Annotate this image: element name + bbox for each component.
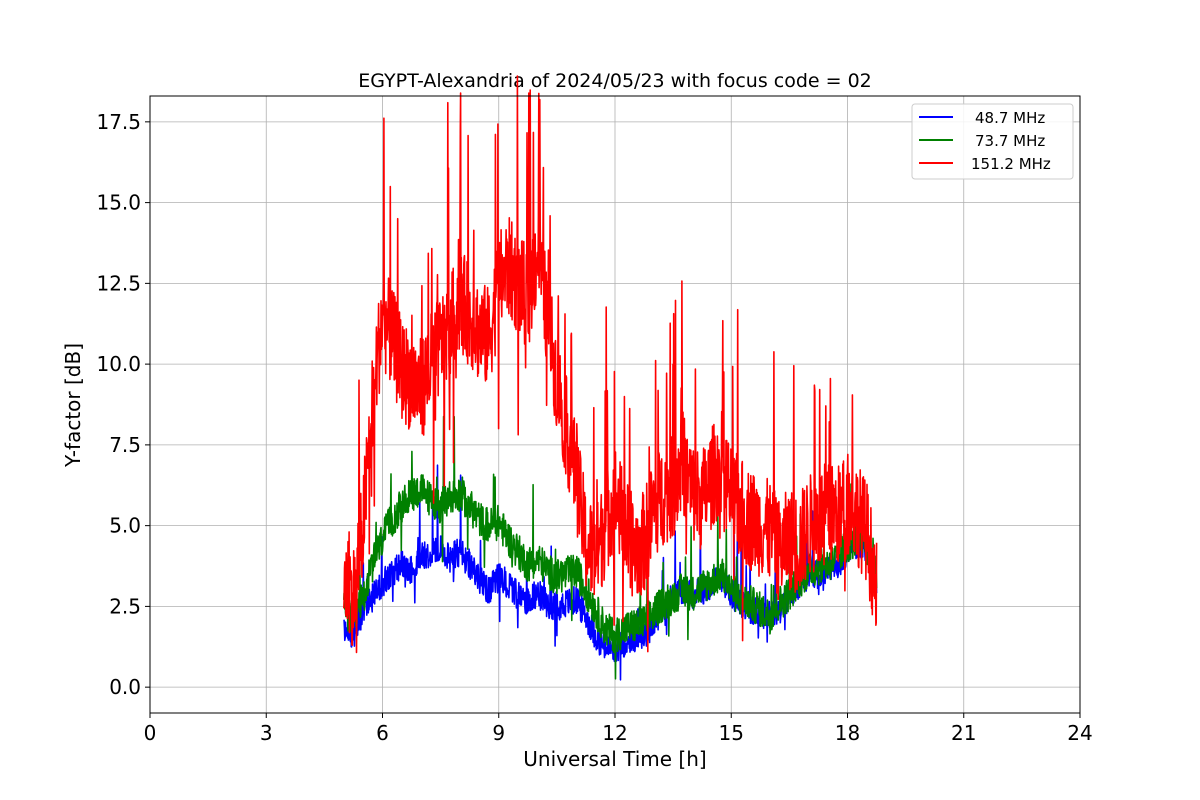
legend-box	[911, 103, 1074, 180]
legend-label-48-7: 48.7 MHz	[975, 109, 1045, 127]
series-line-151-2-mhz	[343, 75, 878, 654]
legend-label-73-7: 73.7 MHz	[975, 132, 1045, 150]
y-tick-label: 0.0	[109, 675, 141, 699]
x-tick-label: 12	[602, 721, 627, 745]
y-tick-label: 17.5	[96, 110, 141, 134]
x-tick-label: 18	[835, 721, 860, 745]
x-axis-label: Universal Time [h]	[523, 747, 706, 771]
series-line-73-7-mhz	[343, 415, 878, 680]
y-tick-label: 10.0	[96, 352, 141, 376]
y-axis-label: Y-factor [dB]	[61, 343, 85, 468]
x-tick-label: 3	[260, 721, 273, 745]
x-tick-label: 15	[719, 721, 744, 745]
y-tick-label: 7.5	[109, 433, 141, 457]
y-tick-label: 5.0	[109, 514, 141, 538]
chart-title: EGYPT-Alexandria of 2024/05/23 with focu…	[358, 70, 872, 92]
x-tick-label: 24	[1067, 721, 1092, 745]
x-tick-label: 0	[144, 721, 157, 745]
y-tick-label: 15.0	[96, 191, 141, 215]
x-tick-label: 21	[951, 721, 976, 745]
x-tick-label: 6	[376, 721, 389, 745]
x-axis-ticks: 0 3 6 9 12 15 18 21 24	[144, 713, 1093, 745]
legend-label-151-2: 151.2 MHz	[971, 155, 1051, 173]
y-axis-ticks: 0.0 2.5 5.0 7.5 10.0 12.5 15.0 17.5	[96, 110, 150, 699]
series-layer	[343, 75, 878, 681]
y-tick-label: 12.5	[96, 271, 141, 295]
legend: 48.7 MHz 73.7 MHz 151.2 MHz	[911, 103, 1074, 180]
x-tick-label: 9	[492, 721, 505, 745]
y-tick-label: 2.5	[109, 594, 141, 618]
